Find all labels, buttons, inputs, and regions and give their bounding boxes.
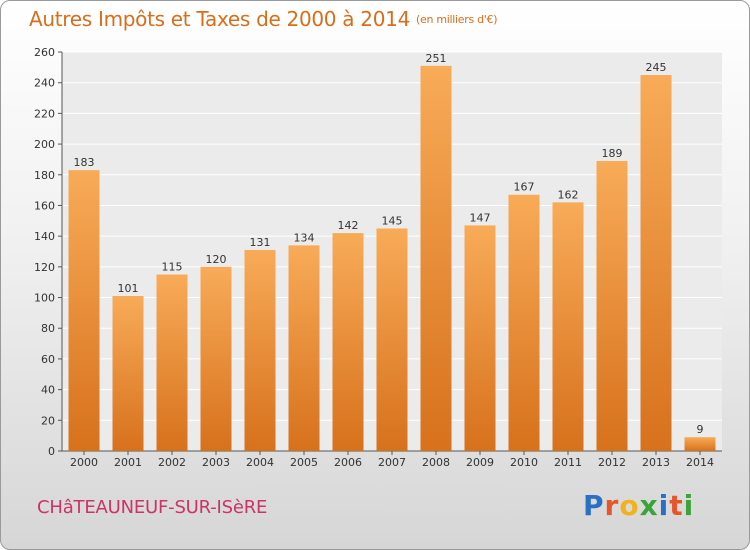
y-tick-label-80: 80 (41, 322, 55, 335)
logo-letter-2: o (619, 489, 640, 522)
y-tick-label-20: 20 (41, 414, 55, 427)
x-tick-label-2002: 2002 (158, 456, 186, 469)
x-tick-label-2007: 2007 (378, 456, 406, 469)
y-tick-label-100: 100 (34, 292, 55, 305)
x-tick-label-2000: 2000 (70, 456, 98, 469)
y-tick-label-140: 140 (34, 230, 55, 243)
bar-2003 (200, 266, 232, 451)
logo-letter-1: r (604, 489, 620, 522)
bar-2002 (156, 274, 188, 451)
x-tick-label-2013: 2013 (642, 456, 670, 469)
x-tick-label-2006: 2006 (334, 456, 362, 469)
x-tick-label-2008: 2008 (422, 456, 450, 469)
data-label-2002: 115 (162, 261, 183, 274)
data-label-2013: 245 (646, 61, 667, 74)
y-tick-label-40: 40 (41, 384, 55, 397)
logo-letter-0: P (583, 489, 605, 522)
bar-2008 (420, 65, 452, 452)
logo-letter-4: i (658, 489, 670, 522)
bar-2001 (112, 296, 144, 451)
bar-2007 (376, 228, 408, 451)
y-tick-label-220: 220 (34, 107, 55, 120)
commune-name: CHâTEAUNEUF-SUR-ISèRE (37, 497, 268, 518)
x-tick-label-2009: 2009 (466, 456, 494, 469)
bar-2010 (508, 194, 540, 451)
bar-2009 (464, 225, 496, 451)
data-label-2005: 134 (294, 231, 315, 244)
bar-2012 (596, 160, 628, 451)
y-tick-label-60: 60 (41, 353, 55, 366)
bar-2000 (68, 170, 100, 451)
proxiti-logo: Proxiti (583, 489, 694, 522)
bar-2013 (640, 75, 672, 452)
y-tick-label-160: 160 (34, 199, 55, 212)
x-tick-label-2003: 2003 (202, 456, 230, 469)
bar-2011 (552, 202, 584, 451)
chart-title-unit: (en milliers d'€) (416, 13, 498, 26)
x-tick-label-2005: 2005 (290, 456, 318, 469)
data-label-2014: 9 (697, 423, 704, 436)
y-tick-label-120: 120 (34, 261, 55, 274)
data-label-2004: 131 (250, 236, 271, 249)
data-label-2008: 251 (426, 52, 447, 65)
x-tick-label-2011: 2011 (554, 456, 582, 469)
chart-title: Autres Impôts et Taxes de 2000 à 2014 (en… (29, 7, 497, 31)
bar-2004 (244, 249, 276, 451)
data-label-2007: 145 (382, 214, 403, 227)
y-tick-label-0: 0 (48, 445, 55, 458)
logo-letter-3: x (639, 489, 659, 522)
data-label-2001: 101 (118, 282, 139, 295)
data-label-2012: 189 (602, 147, 623, 160)
bar-2014 (684, 437, 716, 451)
data-label-2000: 183 (74, 156, 95, 169)
y-tick-label-240: 240 (34, 77, 55, 90)
y-tick-label-260: 260 (34, 46, 55, 59)
chart-title-main: Autres Impôts et Taxes de 2000 à 2014 (29, 7, 410, 31)
x-tick-label-2010: 2010 (510, 456, 538, 469)
logo-letter-5: t (669, 489, 684, 522)
logo-letter-6: i (683, 489, 695, 522)
x-tick-label-2014: 2014 (686, 456, 714, 469)
bar-2005 (288, 245, 320, 451)
x-tick-label-2001: 2001 (114, 456, 142, 469)
y-tick-label-200: 200 (34, 138, 55, 151)
x-tick-label-2004: 2004 (246, 456, 274, 469)
data-label-2006: 142 (338, 219, 359, 232)
data-label-2003: 120 (206, 253, 227, 266)
x-tick-label-2012: 2012 (598, 456, 626, 469)
data-label-2010: 167 (514, 181, 535, 194)
y-tick-label-180: 180 (34, 169, 55, 182)
bar-2006 (332, 233, 364, 451)
data-label-2011: 162 (558, 188, 579, 201)
data-label-2009: 147 (470, 211, 491, 224)
